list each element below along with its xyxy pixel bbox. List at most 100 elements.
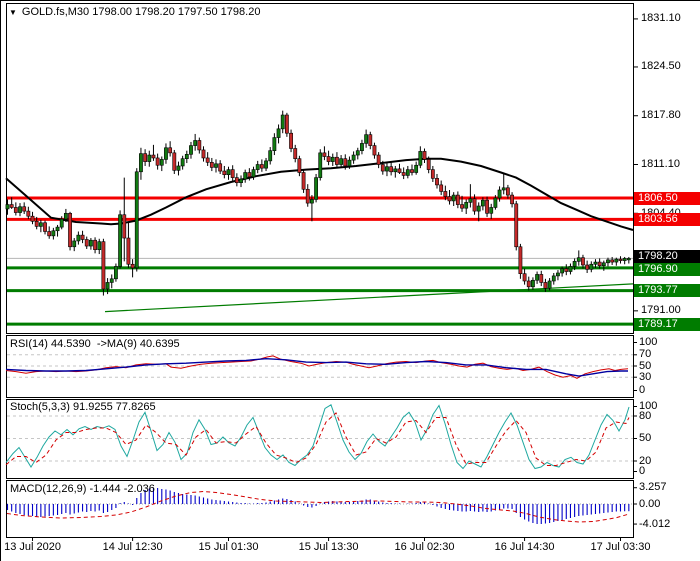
bearish-candle <box>9 204 14 208</box>
bearish-candle <box>581 257 585 266</box>
bullish-candle <box>118 214 122 267</box>
bearish-candle <box>372 145 377 156</box>
bearish-candle <box>564 268 569 272</box>
rsi-line-MA <box>5 357 628 377</box>
time-axis-label: 14 Jul 12:30 <box>102 541 163 553</box>
bearish-candle <box>430 169 435 179</box>
rsi-axis-label: 30 <box>639 370 652 383</box>
bearish-candle <box>455 194 460 205</box>
bearish-candle <box>343 158 348 167</box>
bullish-candle <box>280 114 285 130</box>
time-axis-label: 13 Jul 2020 <box>4 541 61 553</box>
bearish-candle <box>68 212 72 248</box>
chart-header: ▼ GOLD.fs,M30 1798.00 1798.20 1797.50 179… <box>9 6 260 18</box>
bearish-candle <box>505 187 510 196</box>
rsi-axis-label: 70 <box>639 348 652 361</box>
time-axis-label: 15 Jul 01:30 <box>198 541 259 553</box>
bullish-candle <box>351 154 356 161</box>
bullish-candle <box>180 158 185 167</box>
bearish-candle <box>335 156 339 165</box>
bullish-candle <box>551 275 556 282</box>
bullish-candle <box>76 234 81 242</box>
bullish-candle <box>355 150 360 156</box>
bullish-candle <box>251 169 256 178</box>
bearish-candle <box>485 199 489 214</box>
bearish-candle <box>389 166 394 173</box>
rsi-axis-label: 100 <box>639 336 658 348</box>
price-axis-label: 1831.10 <box>641 12 681 25</box>
bullish-candle <box>226 169 231 176</box>
bullish-candle <box>55 226 60 232</box>
bullish-candle <box>176 165 181 171</box>
bearish-candle <box>34 220 39 227</box>
rsi-axis-label: 50 <box>639 359 652 372</box>
bearish-candle <box>284 114 289 134</box>
bullish-candle <box>347 159 352 167</box>
price-axis-label: 1791.00 <box>641 304 681 317</box>
bearish-candle <box>460 204 464 209</box>
macd-axis-label: 3.257 <box>639 481 667 494</box>
stoch-line-%D <box>5 412 630 466</box>
rsi-axis-label: 0 <box>639 384 646 396</box>
bullish-candle <box>184 154 189 159</box>
bearish-candle <box>472 198 477 212</box>
stoch-indicator-label: Stoch(5,3,3) 91.9255 77.8265 <box>10 401 156 413</box>
bearish-candle <box>259 164 264 169</box>
stoch-axis-label: 20 <box>639 454 652 467</box>
bullish-candle <box>393 168 398 173</box>
bullish-candle <box>193 140 198 146</box>
bearish-candle <box>297 158 302 173</box>
price-level-badge: 1803.56 <box>634 212 700 226</box>
bullish-candle <box>264 160 268 169</box>
bullish-candle <box>330 156 335 162</box>
time-axis-label: 17 Jul 03:30 <box>590 541 651 553</box>
bullish-candle <box>314 177 318 200</box>
bullish-candle <box>414 164 419 173</box>
ohlc-values: 1798.00 1798.20 1797.50 1798.20 <box>89 6 261 18</box>
bearish-candle <box>380 164 385 172</box>
stoch-axis-label: 80 <box>639 409 652 422</box>
bearish-candle <box>168 147 173 154</box>
bearish-candle <box>151 154 156 159</box>
bullish-candle <box>593 261 598 265</box>
bullish-candle <box>89 239 93 247</box>
bearish-candle <box>618 258 623 261</box>
bullish-candle <box>572 261 577 267</box>
bearish-candle <box>301 172 306 190</box>
bearish-candle <box>143 153 148 162</box>
bearish-candle <box>322 152 327 157</box>
stoch-line-%K <box>5 404 630 470</box>
bearish-candle <box>30 215 35 222</box>
bullish-candle <box>418 151 423 166</box>
bearish-candle <box>209 162 214 168</box>
bullish-candle <box>493 197 498 208</box>
bullish-candle <box>105 282 110 290</box>
price-level-badge: 1789.17 <box>634 317 700 331</box>
bullish-candle <box>497 189 502 199</box>
bearish-candle <box>289 132 293 149</box>
bullish-candle <box>38 222 43 227</box>
bullish-candle <box>476 205 481 212</box>
bearish-candle <box>126 237 131 265</box>
bullish-candle <box>489 207 494 214</box>
bearish-candle <box>80 234 85 240</box>
bullish-candle <box>568 266 573 272</box>
price-axis-label: 1817.80 <box>641 109 681 122</box>
bearish-candle <box>426 159 431 170</box>
bullish-candle <box>360 143 364 151</box>
bullish-candle <box>556 272 560 277</box>
bearish-candle <box>43 222 47 232</box>
bullish-candle <box>480 199 485 207</box>
bullish-candle <box>601 262 606 267</box>
bullish-candle <box>272 137 277 151</box>
bearish-candle <box>610 259 615 263</box>
bullish-candle <box>535 274 539 281</box>
bullish-candle <box>614 258 619 263</box>
bearish-candle <box>218 163 223 172</box>
bullish-candle <box>189 145 193 155</box>
symbol-dropdown-icon[interactable]: ▼ <box>9 8 17 17</box>
macd-axis-label: 0.00 <box>639 497 661 510</box>
bearish-candle <box>26 210 31 217</box>
